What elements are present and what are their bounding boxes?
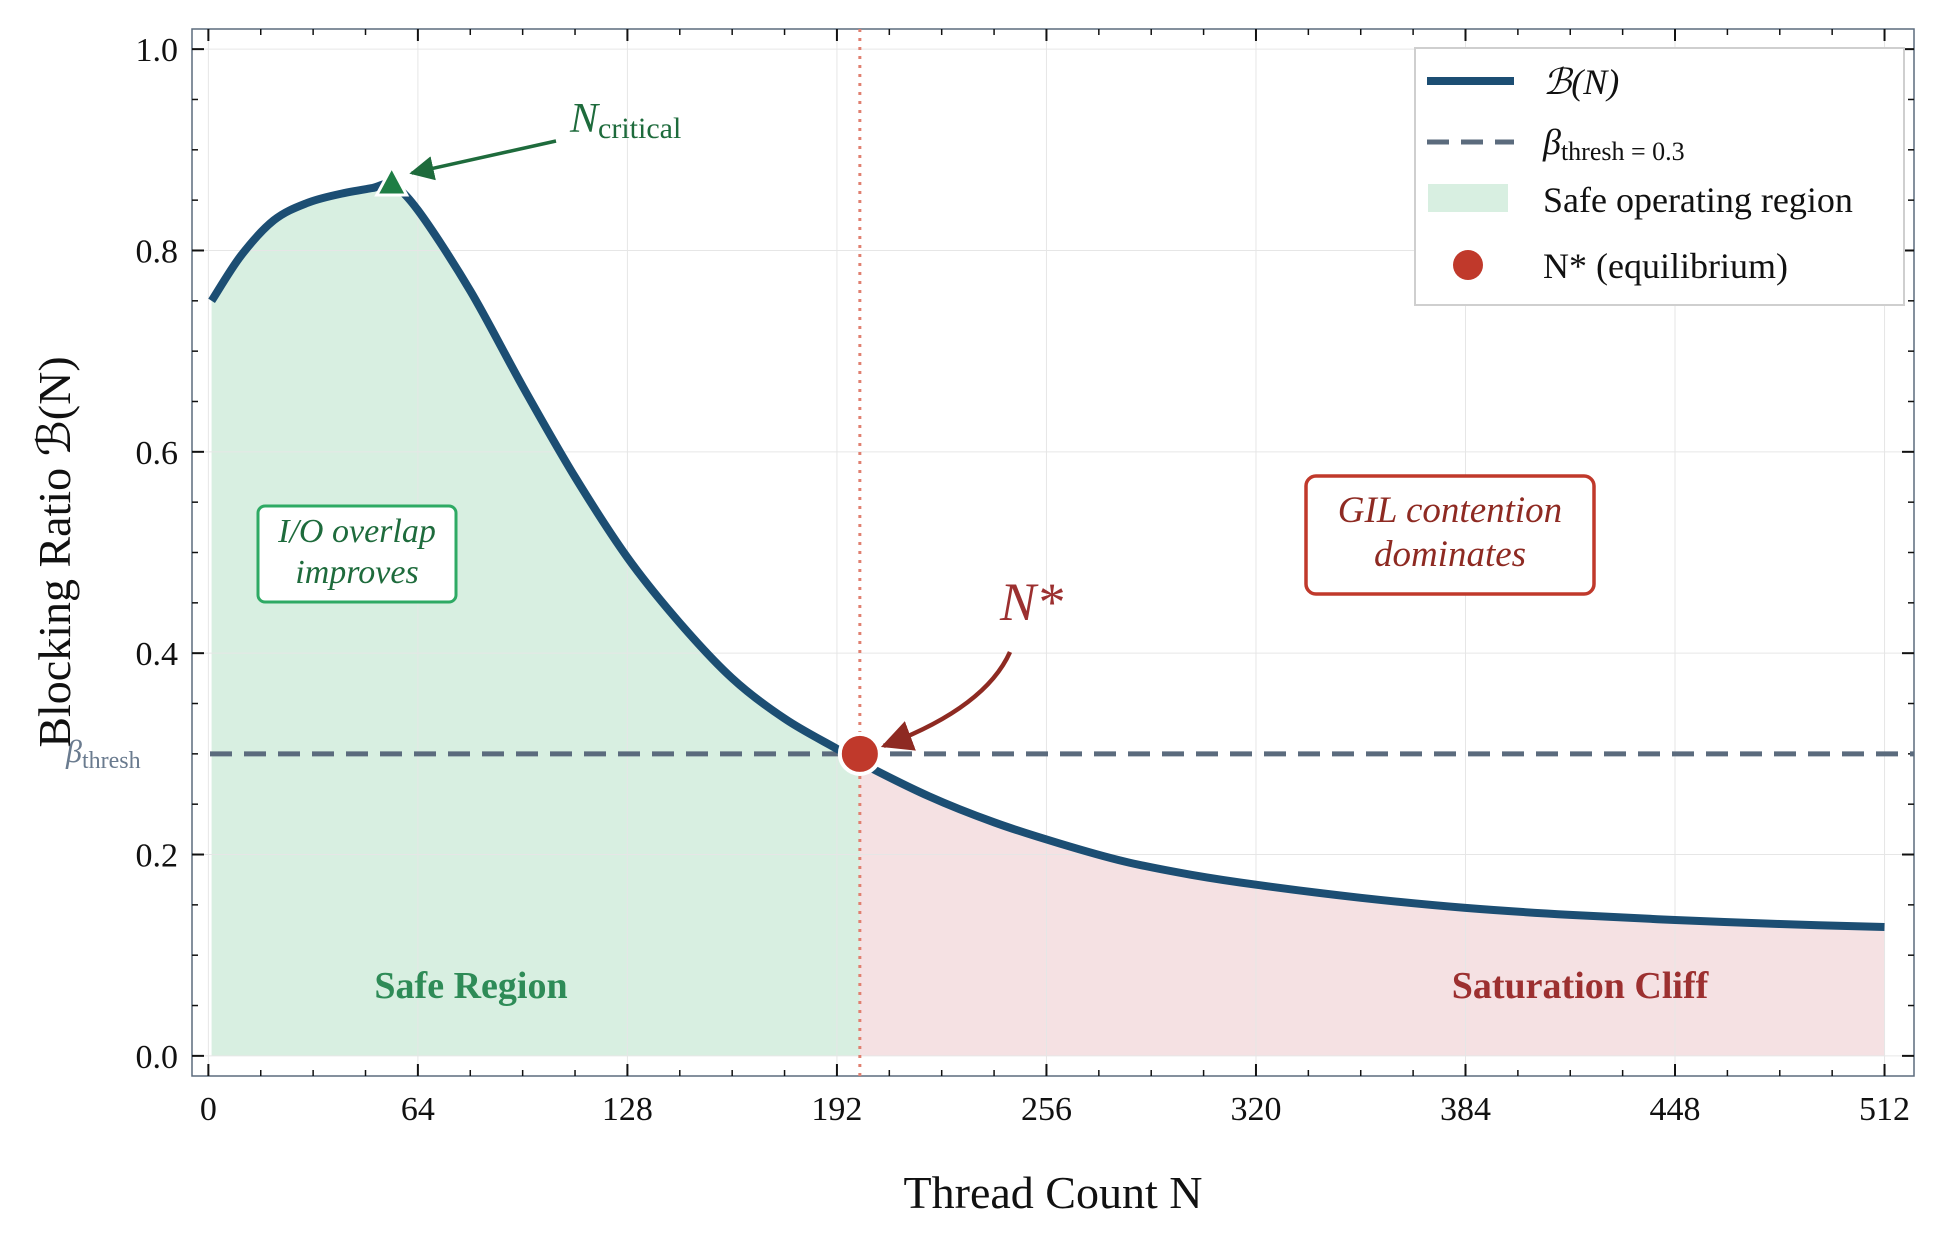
annotations: Ncritical N* I/O overlap improves GIL conten…	[65, 96, 1710, 1007]
x-tick-label: 384	[1440, 1091, 1491, 1128]
saturation-region-fill	[859, 762, 1885, 1056]
legend-box	[1414, 47, 1905, 306]
y-tick-label: 0.8	[136, 233, 179, 270]
y-axis-label: Blocking Ratio ℬ(N)	[29, 356, 80, 747]
legend-label-equilibrium: N* (equilibrium)	[1543, 246, 1788, 286]
x-tick-label: 0	[200, 1091, 217, 1128]
markers	[374, 163, 882, 776]
y-tick-label: 0.4	[136, 636, 179, 673]
x-tick-label: 64	[401, 1091, 435, 1128]
x-axis-label: Thread Count N	[904, 1167, 1203, 1218]
x-tick-label: 128	[602, 1091, 653, 1128]
gil-contention-line2: dominates	[1374, 534, 1526, 575]
n-star-arrow	[880, 651, 1013, 751]
x-tick-label: 256	[1021, 1091, 1072, 1128]
io-overlap-box	[256, 504, 458, 604]
legend: ℬ(N) βthresh = 0.3 Safe operating region N*…	[1414, 47, 1905, 306]
y-tick-label: 0.6	[136, 435, 179, 472]
safe-region-fill	[211, 183, 860, 1056]
critical-point-marker	[374, 163, 410, 197]
legend-label-series: ℬ(N)	[1543, 62, 1619, 102]
series-group	[208, 179, 1885, 931]
legend-label-safe: Safe operating region	[1543, 180, 1853, 220]
y-tick-label: 1.0	[136, 32, 179, 69]
x-tick-label: 448	[1650, 1091, 1701, 1128]
y-tick-label: 0.2	[136, 838, 179, 875]
safe-region-label: Safe Region	[374, 965, 567, 1007]
io-overlap-line2: improves	[295, 554, 418, 591]
n-critical-label: Ncritical	[569, 96, 681, 145]
saturation-cliff-label: Saturation Cliff	[1452, 965, 1710, 1007]
y-tick-label: 0.0	[136, 1039, 179, 1076]
io-overlap-line1: I/O overlap	[277, 513, 436, 550]
tick-labels: 0 64 128 192 256 320 384 448 512 0.0 0.2 0.4 0.6 0.8 1…	[136, 32, 1911, 1128]
gil-contention-line1: GIL contention	[1338, 490, 1562, 531]
n-critical-arrow	[409, 139, 557, 181]
equilibrium-marker	[837, 731, 882, 776]
blocking-ratio-line	[208, 179, 1885, 931]
x-tick-label: 320	[1230, 1091, 1281, 1128]
n-star-label: N*	[999, 572, 1063, 632]
x-tick-label: 192	[811, 1091, 862, 1128]
beta-thresh-axis-label: βthresh	[65, 733, 141, 774]
grid	[192, 29, 1914, 1076]
gil-contention-box	[1304, 474, 1596, 596]
regions	[211, 183, 1885, 1056]
axis-ticks	[192, 29, 1914, 1076]
legend-marker-swatch	[1453, 250, 1483, 280]
legend-label-threshold: βthresh = 0.3	[1542, 122, 1685, 166]
x-tick-label: 512	[1859, 1091, 1910, 1128]
legend-patch-swatch	[1428, 184, 1508, 212]
